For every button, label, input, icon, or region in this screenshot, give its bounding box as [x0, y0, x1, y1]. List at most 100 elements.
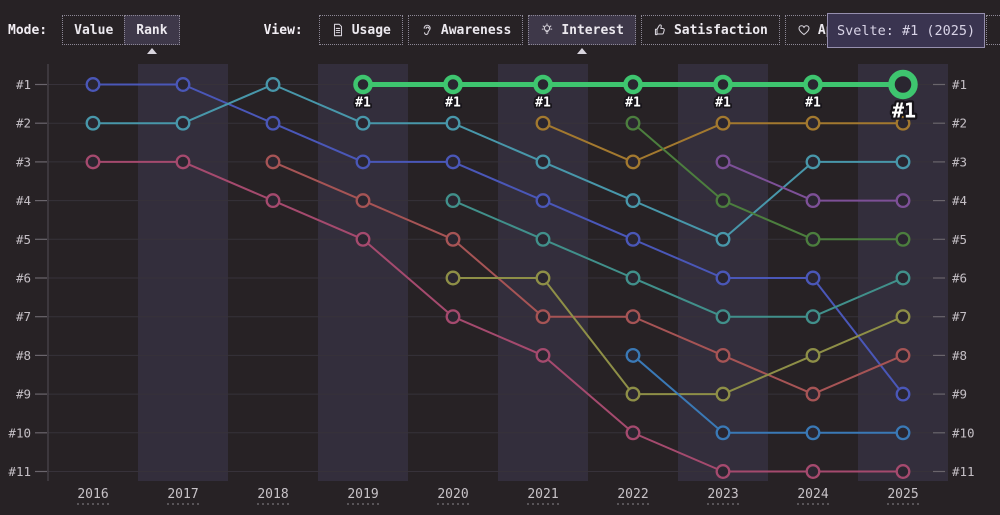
data-point-2023[interactable] [715, 386, 731, 402]
data-point-2023[interactable] [715, 193, 731, 209]
x-axis-year-label[interactable]: 2016 [77, 487, 108, 502]
data-point-2016[interactable] [85, 154, 101, 170]
data-point-2019[interactable] [355, 193, 371, 209]
data-point-2022[interactable] [625, 386, 641, 402]
data-point-2025[interactable] [895, 154, 911, 170]
data-point-2018[interactable] [265, 193, 281, 209]
x-axis-year-label[interactable]: 2021 [527, 487, 558, 502]
x-axis-year-label[interactable]: 2025 [887, 487, 918, 502]
data-point-2017[interactable] [175, 77, 191, 92]
data-point-2022[interactable] [623, 74, 643, 95]
data-point-2025[interactable] [895, 425, 911, 441]
left-axis-label: #4 [16, 193, 31, 208]
data-point-2020[interactable] [445, 115, 461, 131]
data-point-2019[interactable] [355, 115, 371, 131]
x-axis-year-label[interactable]: 2023 [707, 487, 738, 502]
data-point-2025[interactable] [895, 347, 911, 363]
x-axis-year-label[interactable]: 2018 [257, 487, 288, 502]
data-point-2018[interactable] [265, 154, 281, 170]
view-button-satisfaction[interactable]: Satisfaction [640, 15, 780, 45]
x-axis-year-label[interactable]: 2020 [437, 487, 468, 502]
data-point-2025[interactable] [895, 193, 911, 209]
data-point-2020[interactable] [445, 231, 461, 247]
right-axis-label: #2 [952, 116, 967, 131]
data-point-2022[interactable] [625, 231, 641, 247]
view-button-awareness[interactable]: Awareness [407, 15, 524, 45]
view-button-usage[interactable]: Usage [318, 15, 403, 45]
data-point-2020[interactable] [445, 270, 461, 286]
data-point-2022[interactable] [625, 270, 641, 286]
data-point-2021[interactable] [535, 231, 551, 247]
data-point-2021[interactable] [535, 270, 551, 286]
data-point-2024[interactable] [805, 425, 821, 441]
clipped-button-fragment[interactable] [986, 15, 1000, 45]
data-point-2018[interactable] [265, 115, 281, 131]
data-point-2025[interactable] [888, 69, 918, 100]
data-point-2024[interactable] [805, 115, 821, 131]
year-band-2017 [138, 64, 228, 481]
data-point-2023[interactable] [715, 154, 731, 170]
data-point-2021[interactable] [535, 115, 551, 131]
data-point-2025[interactable] [895, 115, 911, 131]
data-point-2020[interactable] [445, 154, 461, 170]
data-point-2021[interactable] [535, 193, 551, 209]
data-point-2025[interactable] [895, 231, 911, 247]
data-point-2018[interactable] [265, 77, 281, 92]
data-point-2024[interactable] [805, 193, 821, 209]
data-point-2019[interactable] [355, 231, 371, 247]
data-point-2025[interactable] [895, 386, 911, 402]
data-point-2019[interactable] [355, 154, 371, 170]
x-axis-year-label[interactable]: 2024 [797, 487, 828, 502]
mode-button-rank[interactable]: Rank [124, 15, 180, 45]
data-point-2024[interactable] [805, 347, 821, 363]
data-point-2017[interactable] [175, 154, 191, 170]
data-point-2024[interactable] [803, 74, 823, 95]
data-point-2023[interactable] [715, 464, 731, 479]
x-axis-year-label[interactable]: 2017 [167, 487, 198, 502]
series-line [92, 83, 904, 241]
data-point-2020[interactable] [445, 193, 461, 209]
data-point-2021[interactable] [535, 347, 551, 363]
x-axis-year-label[interactable]: 2022 [617, 487, 648, 502]
data-point-2022[interactable] [625, 425, 641, 441]
data-point-2016[interactable] [85, 115, 101, 131]
data-point-2024[interactable] [805, 386, 821, 402]
data-point-2022[interactable] [625, 347, 641, 363]
ear-icon [420, 23, 434, 37]
series-line [632, 354, 904, 434]
data-point-2023[interactable] [715, 231, 731, 247]
x-axis-year-label[interactable]: 2019 [347, 487, 378, 502]
data-point-2024[interactable] [805, 154, 821, 170]
data-point-2020[interactable] [443, 74, 463, 95]
data-point-2024[interactable] [805, 309, 821, 325]
data-point-2025[interactable] [895, 309, 911, 325]
data-point-2021[interactable] [535, 154, 551, 170]
data-point-2025[interactable] [895, 270, 911, 286]
data-point-2021[interactable] [535, 309, 551, 325]
data-point-2022[interactable] [625, 154, 641, 170]
data-point-2016[interactable] [85, 77, 101, 92]
mode-button-value[interactable]: Value [62, 15, 126, 45]
view-button-label: Interest [561, 22, 624, 38]
chart-tooltip-text: Svelte: #1 (2025) [837, 22, 976, 39]
data-point-2022[interactable] [625, 193, 641, 209]
data-point-2023[interactable] [715, 309, 731, 325]
data-point-2021[interactable] [533, 74, 553, 95]
data-point-2024[interactable] [805, 231, 821, 247]
data-point-2023[interactable] [715, 270, 731, 286]
data-point-2020[interactable] [445, 309, 461, 325]
data-point-2017[interactable] [175, 115, 191, 131]
data-point-2023[interactable] [715, 115, 731, 131]
data-point-2023[interactable] [715, 425, 731, 441]
data-point-2023[interactable] [715, 347, 731, 363]
data-point-2024[interactable] [805, 464, 821, 479]
data-point-2022[interactable] [625, 115, 641, 131]
data-point-2025[interactable] [895, 464, 911, 479]
right-axis-label: #4 [952, 193, 967, 208]
data-point-2019[interactable] [353, 74, 373, 95]
data-point-2024[interactable] [805, 270, 821, 286]
data-point-2023[interactable] [713, 74, 733, 95]
view-button-interest[interactable]: Interest [528, 15, 636, 45]
data-point-2022[interactable] [625, 309, 641, 325]
